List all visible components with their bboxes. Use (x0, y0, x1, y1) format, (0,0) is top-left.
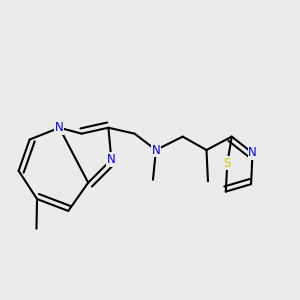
Text: N: N (152, 143, 160, 157)
Text: N: N (107, 153, 116, 166)
Text: S: S (224, 157, 231, 170)
Text: N: N (55, 121, 64, 134)
Text: N: N (248, 146, 257, 160)
